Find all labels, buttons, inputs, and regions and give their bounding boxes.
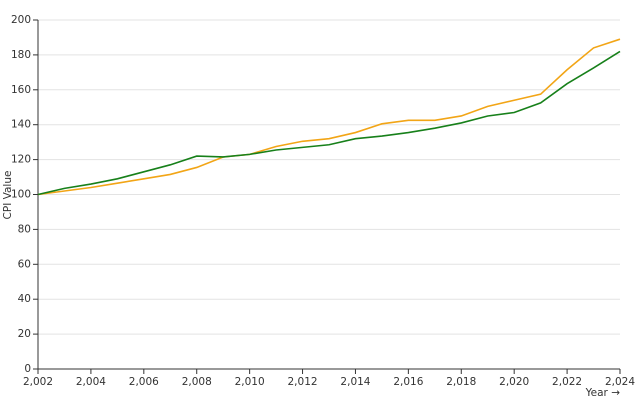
x-tick-label: 2,022: [552, 376, 582, 388]
x-tick-label: 2,010: [235, 376, 265, 388]
x-tick-label: 2,006: [129, 376, 159, 388]
x-tick-label: 2,016: [393, 376, 423, 388]
x-tick-label: 2,018: [446, 376, 476, 388]
x-tick-label: 2,004: [76, 376, 106, 388]
y-tick-label: 180: [11, 49, 31, 61]
y-tick-label: 160: [11, 84, 31, 96]
x-tick-label: 2,024: [605, 376, 635, 388]
series-line: [37, 50, 621, 196]
y-tick-label: 60: [18, 258, 31, 270]
x-axis-label: Year →: [585, 387, 621, 399]
y-axis-label: CPI Value: [2, 171, 14, 220]
x-tick-label: 2,002: [23, 376, 53, 388]
y-tick-label: 20: [18, 328, 31, 340]
y-tick-label: 100: [11, 189, 31, 201]
x-tick-label: 2,014: [340, 376, 370, 388]
series-line: [37, 38, 621, 196]
x-tick-label: 2,012: [288, 376, 318, 388]
y-tick-label: 140: [11, 119, 31, 131]
y-tick-label: 40: [18, 293, 31, 305]
y-tick-label: 0: [24, 363, 31, 375]
y-tick-label: 200: [11, 14, 31, 26]
y-tick-label: 120: [11, 154, 31, 166]
x-tick-label: 2,020: [499, 376, 529, 388]
y-tick-label: 80: [18, 223, 31, 235]
x-tick-label: 2,008: [182, 376, 212, 388]
